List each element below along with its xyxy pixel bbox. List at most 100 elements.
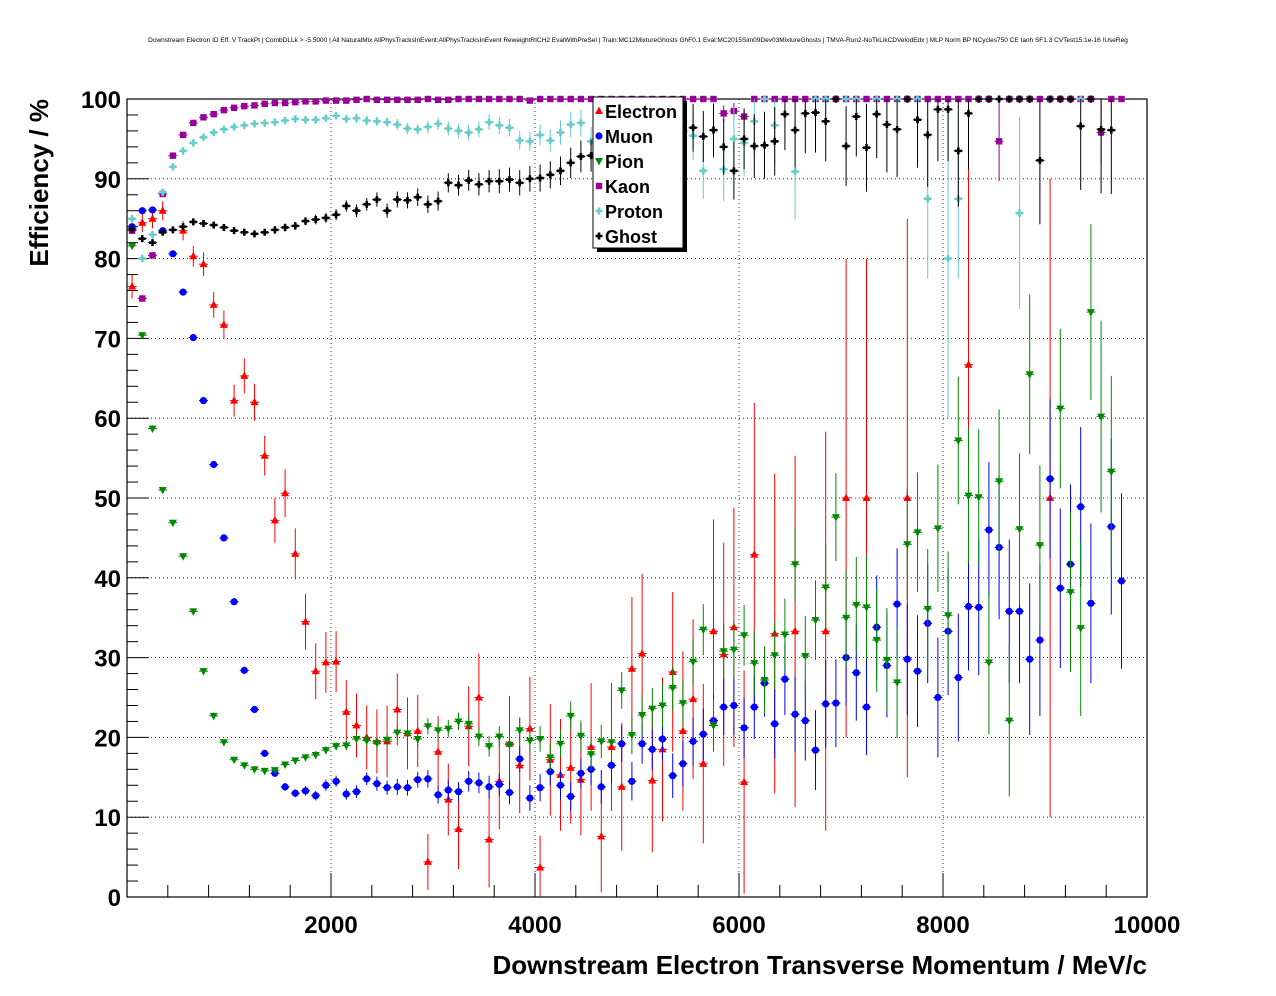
proton-point bbox=[291, 115, 299, 123]
proton-point bbox=[332, 112, 340, 120]
pion-point bbox=[995, 478, 1004, 486]
y-tick-label: 20 bbox=[94, 725, 121, 752]
pion-point bbox=[291, 757, 300, 765]
muon-point bbox=[730, 701, 738, 710]
kaon-point bbox=[332, 97, 340, 104]
pion-point bbox=[1015, 526, 1024, 534]
electron-point bbox=[240, 371, 249, 379]
muon-point bbox=[811, 746, 820, 754]
pion-point bbox=[627, 732, 636, 740]
muon-point bbox=[536, 784, 544, 792]
muon-point bbox=[771, 720, 779, 728]
ghost-point bbox=[1036, 156, 1044, 164]
ghost-point bbox=[516, 179, 524, 187]
electron-point bbox=[209, 300, 218, 308]
muon-point bbox=[934, 693, 942, 702]
kaon-point bbox=[424, 95, 432, 103]
kaon-point bbox=[863, 95, 870, 103]
pion-point bbox=[219, 739, 228, 747]
muon-point bbox=[424, 775, 432, 783]
pion-point bbox=[689, 658, 698, 666]
proton-point bbox=[169, 163, 177, 171]
pion-point bbox=[199, 668, 208, 676]
legend-box bbox=[592, 96, 684, 249]
kaon-point bbox=[485, 95, 493, 103]
ghost-point bbox=[128, 225, 136, 233]
pion-point bbox=[474, 733, 483, 742]
proton-point bbox=[475, 125, 483, 133]
ghost-point bbox=[546, 171, 554, 179]
electron-point bbox=[740, 777, 749, 786]
kaon-point bbox=[210, 110, 217, 118]
ghost-point bbox=[1067, 95, 1074, 103]
ghost-point bbox=[995, 95, 1003, 103]
ghost-point bbox=[1097, 125, 1105, 133]
electron-point bbox=[148, 214, 157, 222]
y-tick-label: 80 bbox=[94, 247, 121, 274]
pion-point bbox=[434, 727, 443, 735]
proton-point bbox=[414, 125, 422, 133]
ghost-point bbox=[934, 105, 942, 113]
electron-point bbox=[699, 759, 708, 767]
ghost-point bbox=[750, 142, 758, 150]
ghost-point bbox=[1107, 126, 1115, 134]
kaon-point bbox=[475, 95, 483, 103]
series-ghost bbox=[127, 95, 1116, 247]
muon-point bbox=[403, 784, 412, 792]
pion-point bbox=[1005, 717, 1014, 726]
pion-point bbox=[862, 604, 871, 612]
pion-point bbox=[189, 608, 198, 616]
muon-point bbox=[750, 703, 758, 711]
pion-point bbox=[505, 741, 514, 749]
proton-point bbox=[281, 117, 289, 125]
muon-point bbox=[852, 669, 860, 677]
muon-point bbox=[567, 792, 575, 801]
muon-point bbox=[179, 288, 187, 296]
electron-point bbox=[434, 747, 443, 755]
kaon-point bbox=[536, 95, 544, 103]
pion-point bbox=[148, 425, 157, 433]
proton-point bbox=[353, 114, 360, 122]
muon-point bbox=[393, 783, 401, 791]
pion-point bbox=[760, 676, 769, 685]
ghost-point bbox=[863, 144, 870, 152]
legend-label-muon: Muon bbox=[605, 127, 653, 147]
proton-point bbox=[271, 118, 279, 126]
ghost-point bbox=[567, 159, 575, 167]
pion-point bbox=[230, 756, 239, 765]
pion-point bbox=[842, 614, 851, 623]
proton-point bbox=[444, 125, 452, 133]
x-tick-label: 6000 bbox=[712, 912, 765, 939]
legend-marker-electron bbox=[595, 106, 603, 114]
pion-point bbox=[372, 739, 381, 748]
muon-point bbox=[597, 783, 605, 791]
muon-point bbox=[1117, 577, 1126, 585]
muon-point bbox=[169, 250, 177, 258]
pion-point bbox=[250, 766, 259, 774]
series-pion bbox=[127, 224, 1116, 797]
kaon-point bbox=[302, 98, 309, 105]
pion-point bbox=[138, 332, 147, 340]
pion-point bbox=[1086, 309, 1095, 317]
kaon-point bbox=[179, 131, 187, 139]
electron-point bbox=[260, 451, 269, 459]
pion-point bbox=[495, 733, 504, 742]
x-tick-label: 8000 bbox=[916, 912, 969, 939]
pion-point bbox=[668, 684, 677, 693]
electron-point bbox=[311, 666, 320, 675]
electron-point bbox=[597, 831, 606, 840]
y-tick-label: 0 bbox=[108, 885, 121, 912]
muon-point bbox=[516, 755, 524, 763]
muon-point bbox=[720, 703, 728, 711]
proton-point bbox=[393, 121, 401, 129]
muon-point bbox=[373, 780, 381, 788]
proton-point bbox=[526, 137, 534, 145]
axis-ticks: 0 10 20 30 40 50 60 70 80 90 100 2000 4000 6000 8000 10… bbox=[81, 87, 1180, 939]
electron-point bbox=[566, 763, 575, 771]
ghost-point bbox=[954, 147, 962, 155]
ghost-point bbox=[914, 116, 921, 124]
ghost-point bbox=[720, 143, 728, 151]
muon-point bbox=[1036, 636, 1044, 644]
muon-point bbox=[414, 776, 422, 784]
electron-point bbox=[474, 693, 483, 701]
